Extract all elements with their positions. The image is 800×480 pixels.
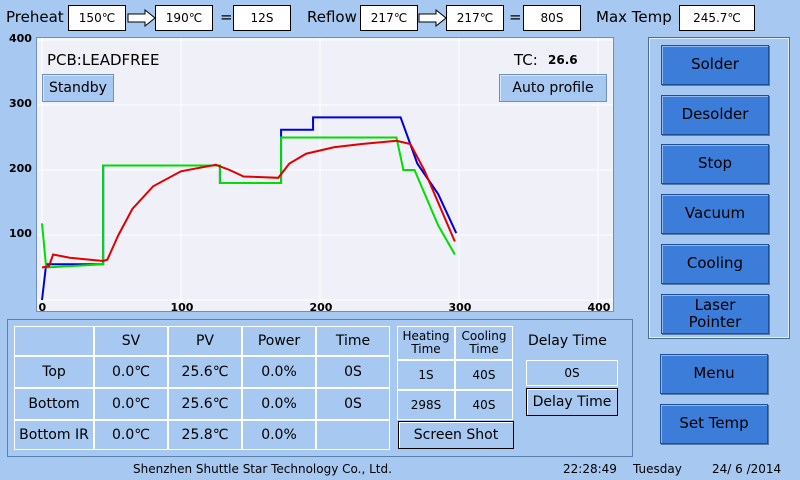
equals-sign: =: [220, 8, 233, 26]
heating-time-line2: Time: [411, 342, 441, 356]
header-cooling-time: Cooling Time: [455, 326, 513, 360]
heating-time-line1: Heating: [402, 328, 450, 343]
temperature-chart: PCB:LEADFREE TC: 26.6 Standby Auto profi…: [36, 37, 614, 312]
bottom-pv: 25.6℃: [168, 388, 242, 420]
control-panel: Solder Desolder Stop Vacuum Cooling Lase…: [648, 37, 790, 339]
reflow-label: Reflow: [307, 8, 357, 26]
tc-value: 26.6: [548, 53, 578, 67]
bottom-cooling-time: 40S: [455, 390, 513, 420]
company-name: Shenzhen Shuttle Star Technology Co., Lt…: [133, 462, 392, 476]
laser-pointer-button[interactable]: Laser Pointer: [661, 294, 769, 334]
solder-button[interactable]: Solder: [661, 45, 769, 85]
menu-button[interactable]: Menu: [660, 354, 768, 394]
top-heating-time: 1S: [397, 360, 455, 390]
equals-sign: =: [509, 8, 522, 26]
bottom-power: 0.0%: [242, 388, 316, 420]
arrow-right-icon: [127, 9, 156, 27]
reflow-start-temp[interactable]: 217℃: [360, 5, 418, 31]
clock-date: 24/ 6 /2014: [712, 462, 782, 476]
header-heating-time: Heating Time: [397, 326, 455, 360]
top-cooling-time: 40S: [455, 360, 513, 390]
header-power: Power: [242, 326, 316, 356]
y-tick-label: 100: [9, 227, 32, 240]
preheat-end-temp[interactable]: 190℃: [155, 5, 213, 31]
screen-shot-button[interactable]: Screen Shot: [398, 421, 514, 449]
bottom-time: 0S: [316, 388, 390, 420]
preheat-start-temp[interactable]: 150℃: [68, 5, 126, 31]
header-time: Time: [316, 326, 390, 356]
preheat-time[interactable]: 12S: [233, 5, 291, 31]
heater-status-panel: SV PV Power Time Top 0.0℃ 25.6℃ 0.0% 0S …: [7, 319, 633, 457]
laser-pointer-label-line2: Pointer: [688, 313, 742, 331]
arrow-right-icon: [418, 9, 447, 27]
y-tick-label: 300: [9, 97, 32, 110]
max-temp-value: 245.7℃: [679, 5, 755, 31]
desolder-button[interactable]: Desolder: [661, 95, 769, 135]
row-label-bottom: Bottom: [14, 388, 94, 420]
bottom-ir-power: 0.0%: [242, 420, 316, 450]
set-temp-button[interactable]: Set Temp: [660, 404, 768, 444]
stop-button[interactable]: Stop: [661, 144, 769, 184]
bottom-ir-pv: 25.8℃: [168, 420, 242, 450]
reflow-time[interactable]: 80S: [523, 5, 581, 31]
bottom-ir-sv: 0.0℃: [94, 420, 168, 450]
bottom-heating-time: 298S: [397, 390, 455, 420]
chart-plot: [37, 38, 613, 311]
top-time: 0S: [316, 356, 390, 388]
header-pv: PV: [168, 326, 242, 356]
top-sv: 0.0℃: [94, 356, 168, 388]
top-pv: 25.6℃: [168, 356, 242, 388]
table-corner: [14, 326, 94, 356]
vacuum-button[interactable]: Vacuum: [661, 194, 769, 234]
x-tick-label: 400: [587, 301, 611, 314]
status-bar: Shenzhen Shuttle Star Technology Co., Lt…: [0, 459, 800, 480]
standby-button[interactable]: Standby: [42, 74, 114, 102]
bottom-ir-time: [316, 420, 390, 450]
row-label-top: Top: [14, 356, 94, 388]
cooling-button[interactable]: Cooling: [661, 244, 769, 284]
clock-day: Tuesday: [633, 462, 682, 476]
delay-time-button[interactable]: Delay Time: [526, 388, 618, 416]
temperature-series-line-3: [41, 139, 456, 269]
x-tick-label: 300: [448, 301, 472, 314]
x-tick-label: 100: [170, 301, 194, 314]
delay-time-value: 0S: [526, 360, 618, 386]
cooling-time-line1: Cooling: [461, 328, 507, 343]
y-tick-label: 200: [9, 162, 32, 175]
y-tick-label: 400: [9, 32, 32, 45]
preheat-label: Preheat: [6, 8, 64, 26]
max-temp-label: Max Temp: [596, 8, 672, 26]
tc-label: TC:: [514, 51, 538, 69]
x-tick-label: 200: [309, 301, 333, 314]
pcb-profile-label: PCB:LEADFREE: [47, 51, 160, 69]
top-power: 0.0%: [242, 356, 316, 388]
clock-time: 22:28:49: [563, 462, 617, 476]
x-tick-label: 0: [38, 301, 47, 314]
cooling-time-line2: Time: [469, 342, 499, 356]
delay-time-label: Delay Time: [528, 333, 607, 349]
reflow-end-temp[interactable]: 217℃: [446, 5, 504, 31]
header-sv: SV: [94, 326, 168, 356]
temperature-series-line-2: [41, 136, 456, 269]
row-label-bottom-ir: Bottom IR: [14, 420, 94, 450]
auto-profile-button[interactable]: Auto profile: [499, 74, 607, 102]
laser-pointer-label-line1: Laser: [694, 295, 736, 314]
bottom-sv: 0.0℃: [94, 388, 168, 420]
